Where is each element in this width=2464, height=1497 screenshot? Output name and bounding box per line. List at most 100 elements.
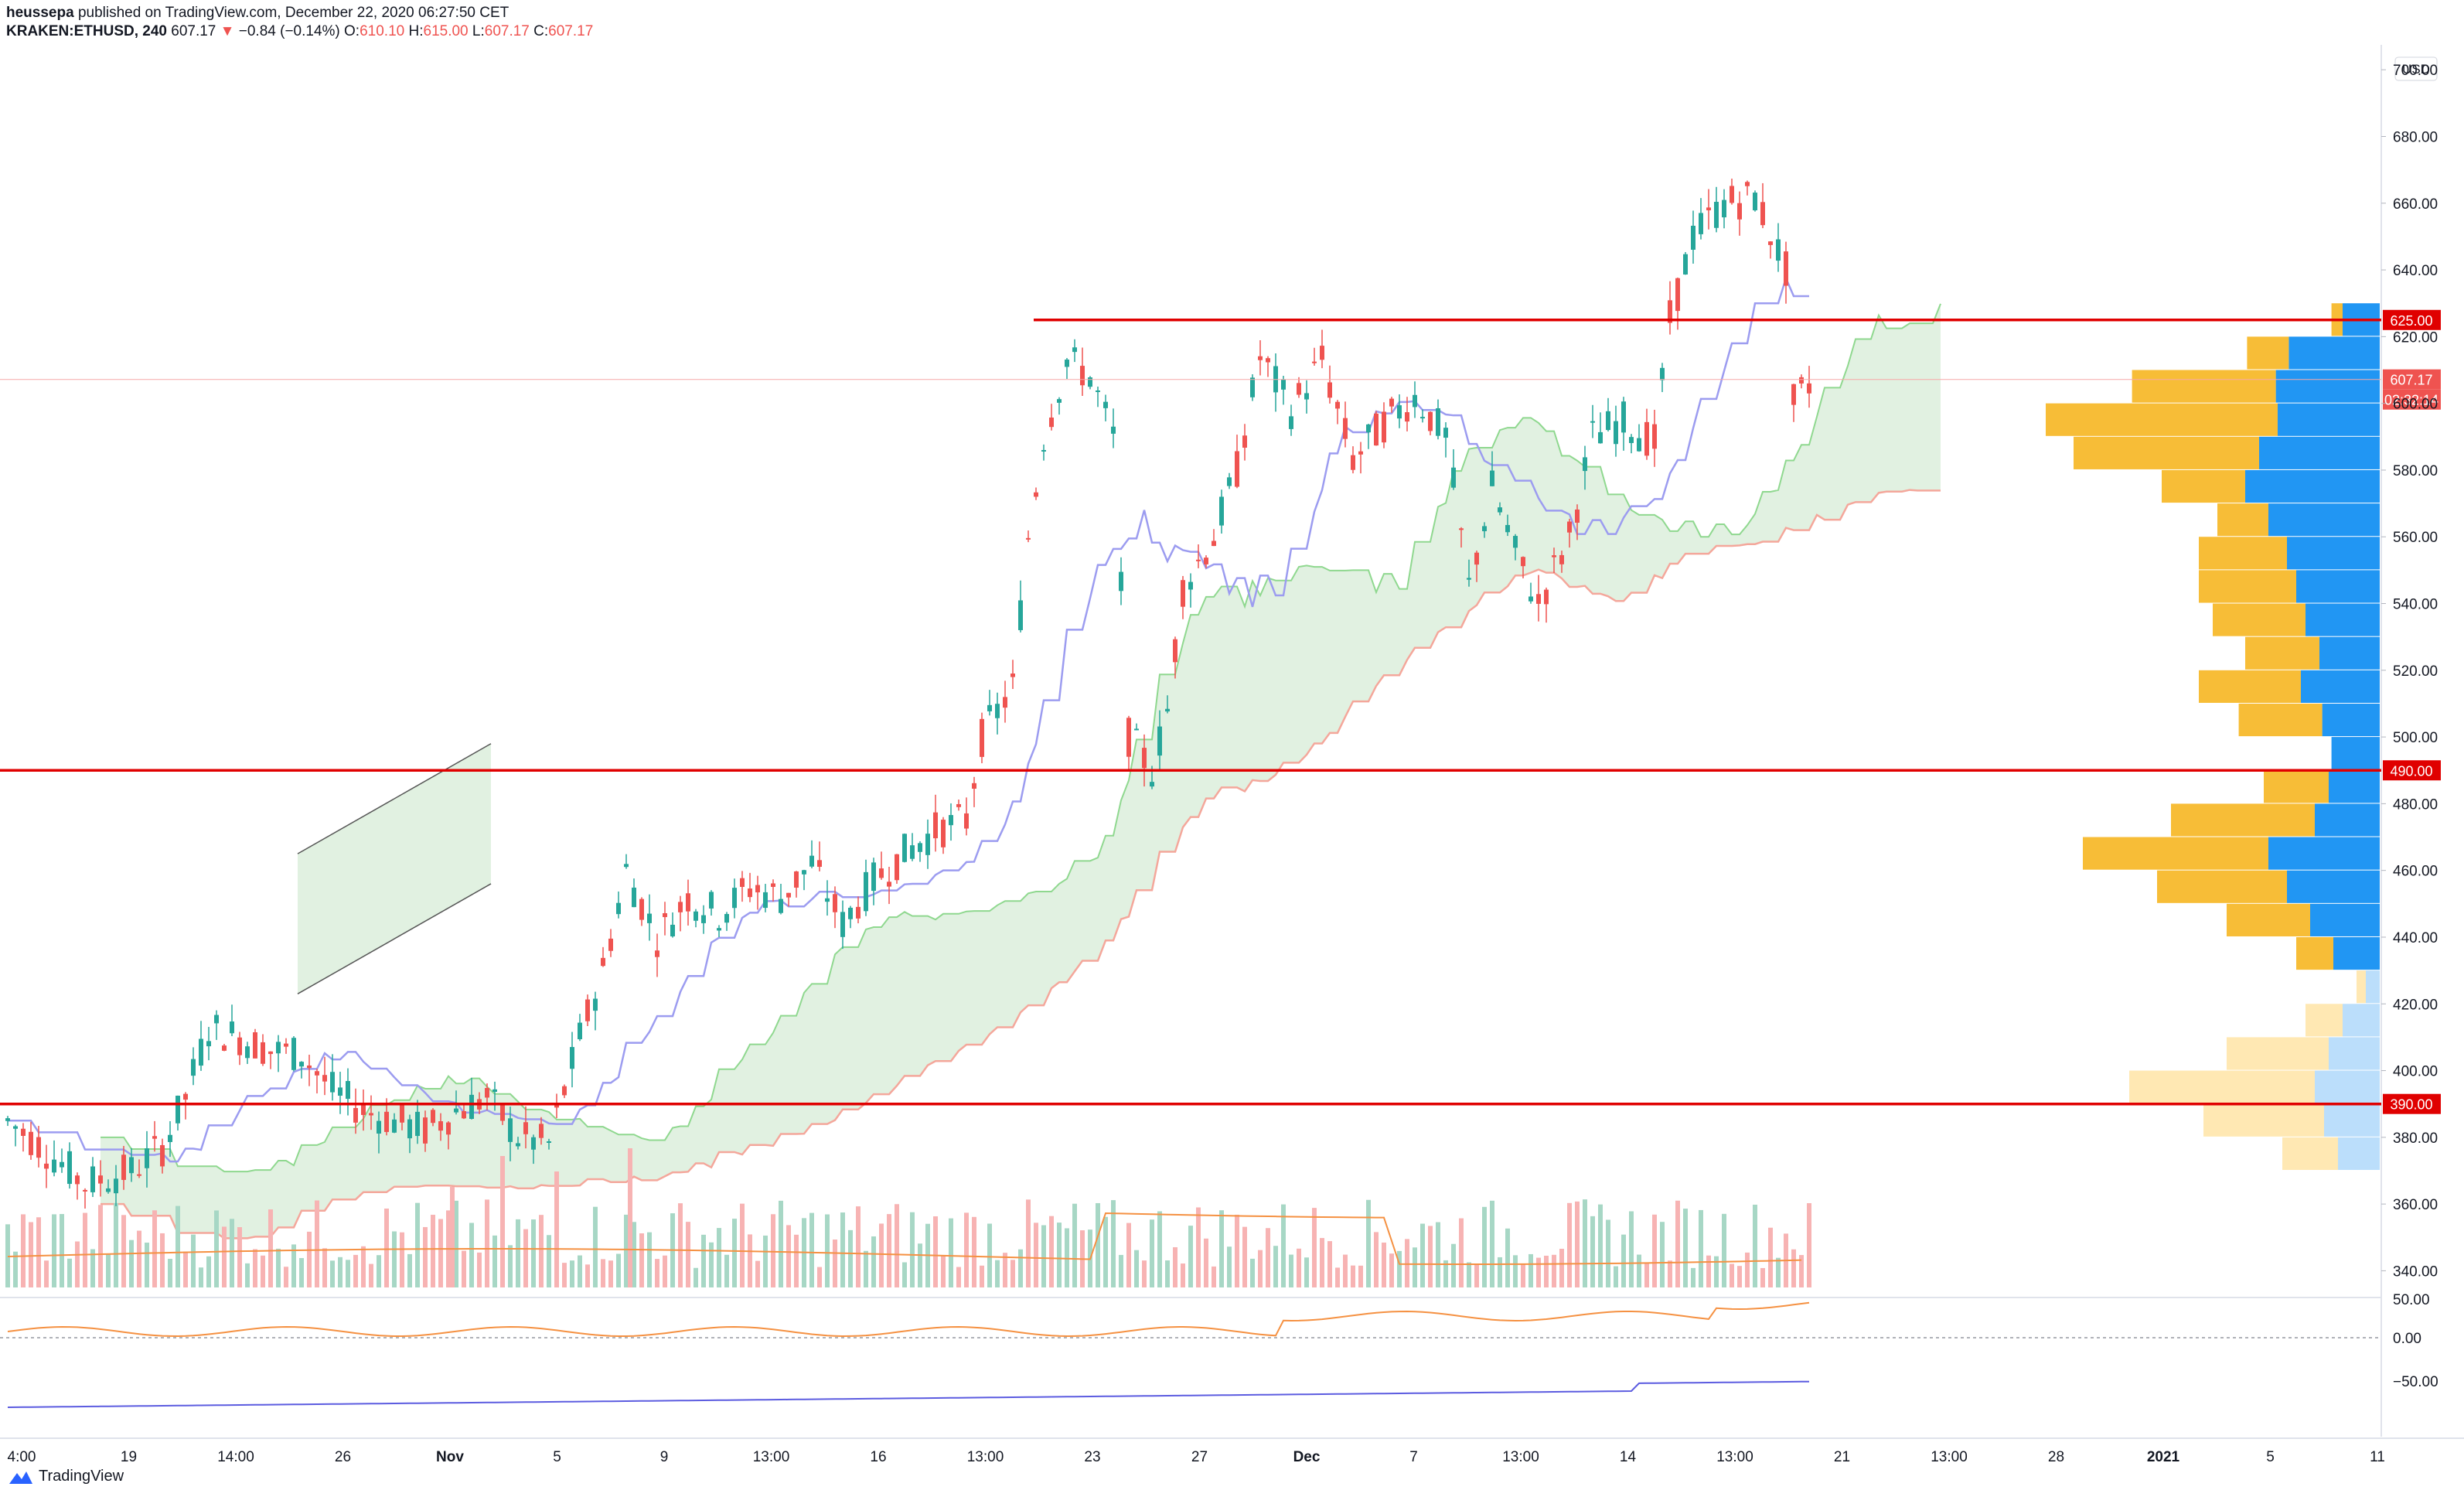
candle-body — [523, 1122, 528, 1134]
author[interactable]: heussepa — [6, 5, 74, 21]
volume-bar — [346, 1260, 350, 1287]
candle-body — [1304, 393, 1309, 400]
y-tick-label: 380.00 — [2393, 1130, 2438, 1147]
y-tick-label: 620.00 — [2393, 329, 2438, 346]
vp-down-bar — [2227, 1037, 2329, 1070]
vp-down-bar — [2217, 503, 2268, 537]
volume-bar — [1528, 1253, 1533, 1287]
x-tick-label: 11 — [2370, 1449, 2385, 1465]
volume-bar — [585, 1264, 590, 1287]
volume-bar — [29, 1222, 33, 1287]
volume-bar — [694, 1267, 698, 1287]
volume-bar — [338, 1257, 343, 1287]
vp-up-bar — [2287, 537, 2380, 570]
vp-down-bar — [2074, 436, 2259, 469]
volume-bar — [1730, 1263, 1734, 1287]
currency-box — [2394, 56, 2438, 81]
y-tick-label: 560.00 — [2393, 530, 2438, 546]
volume-bar — [168, 1258, 172, 1287]
currency-label: USD — [2402, 62, 2430, 77]
volume-bar — [1273, 1246, 1278, 1287]
y-tick-label: 680.00 — [2393, 129, 2438, 145]
candle-body — [601, 957, 605, 967]
candle-body — [1606, 411, 1610, 431]
volume-bar — [871, 1236, 876, 1287]
vp-down-bar — [2306, 1004, 2343, 1037]
x-tick-label: 13:00 — [753, 1449, 790, 1465]
candle-body — [1041, 450, 1046, 452]
candle-body — [871, 862, 876, 892]
y-tick-label: 700.00 — [2393, 63, 2438, 79]
candle-body — [1513, 536, 1518, 548]
candle-body — [1490, 470, 1494, 486]
candle-body — [1049, 418, 1054, 428]
volume-bar — [825, 1214, 830, 1287]
volume-bar — [353, 1254, 358, 1287]
senkou-span-b — [101, 489, 1941, 1240]
candle-body — [129, 1157, 134, 1174]
candle-body — [1420, 417, 1425, 419]
candle-body — [183, 1093, 188, 1100]
candle-body — [145, 1148, 149, 1168]
volume-bar — [1443, 1260, 1448, 1287]
candle-body — [322, 1075, 327, 1082]
volume-bar — [1583, 1199, 1587, 1287]
volume-bar — [732, 1219, 737, 1287]
volume-bar — [1281, 1204, 1286, 1287]
candle-body — [52, 1159, 56, 1173]
symbol[interactable]: KRAKEN:ETHUSD, 240 — [6, 23, 167, 39]
candle-body — [1436, 408, 1440, 436]
volume-bar — [1150, 1219, 1154, 1287]
volume-bar — [918, 1243, 922, 1287]
volume-bar — [1173, 1246, 1177, 1287]
volume-bar — [1304, 1257, 1309, 1287]
volume-bar — [1513, 1255, 1518, 1287]
volume-bar — [129, 1240, 134, 1287]
candle-body — [1768, 241, 1773, 245]
candle-body — [771, 883, 775, 887]
volume-bar — [299, 1257, 304, 1287]
volume-bar — [1382, 1242, 1386, 1287]
volume-bar — [1204, 1238, 1208, 1287]
volume-bar — [52, 1214, 56, 1287]
candle-body — [1374, 413, 1379, 446]
volume-bar — [1760, 1267, 1765, 1287]
volume-bar — [454, 1200, 458, 1287]
volume-bar — [253, 1249, 257, 1287]
candle-body — [446, 1122, 451, 1135]
candle-body — [369, 1113, 373, 1116]
vp-down-bar — [2129, 1070, 2315, 1103]
volume-bar — [284, 1267, 288, 1287]
last-price: 607.17 — [171, 23, 216, 39]
volume-bar — [1397, 1250, 1402, 1287]
volume-bar — [261, 1255, 265, 1287]
candle-body — [578, 1022, 582, 1040]
channel-upper-line — [297, 743, 492, 854]
change-arrow: ▼ — [220, 23, 235, 39]
candle-body — [755, 885, 760, 893]
candle-body — [253, 1032, 257, 1059]
volume-bar — [60, 1214, 64, 1287]
candle-body — [918, 843, 922, 852]
level-tag-label: 490.00 — [2390, 763, 2432, 779]
candle-body — [817, 860, 822, 868]
volume-bar — [36, 1217, 41, 1287]
candle-body — [44, 1163, 49, 1169]
volume-bar — [1103, 1216, 1108, 1287]
volume-bar — [1567, 1202, 1572, 1287]
volume-bar — [1358, 1265, 1363, 1287]
candle-body — [36, 1137, 41, 1158]
volume-bar — [1258, 1250, 1263, 1287]
candle-body — [1358, 451, 1363, 455]
footer-brand[interactable]: TradingView — [8, 1468, 124, 1485]
candle-body — [214, 1014, 219, 1024]
grid — [0, 45, 2464, 1439]
volume-bar — [864, 1250, 868, 1287]
y-tick-label: 480.00 — [2393, 796, 2438, 813]
volume-bar — [1699, 1209, 1703, 1287]
vp-up-bar — [2366, 970, 2380, 1004]
candle-body — [1312, 361, 1317, 363]
volume-bar — [663, 1255, 667, 1287]
candle-body — [75, 1175, 80, 1185]
